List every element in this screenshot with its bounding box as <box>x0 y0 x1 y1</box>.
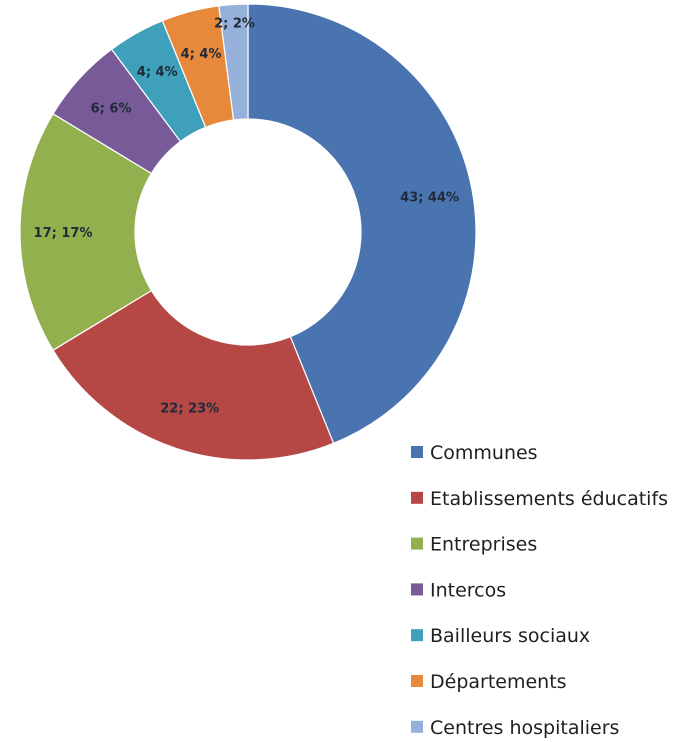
legend-item-intercos: Intercos <box>411 579 506 601</box>
legend-item-entreprises: Entreprises <box>411 534 537 556</box>
slice-centres-hospitaliers <box>218 3 249 121</box>
slices-group <box>19 3 477 461</box>
legend-label-centres-hospitaliers: Centres hospitaliers <box>430 717 619 739</box>
legend-swatch-entreprises <box>411 537 423 550</box>
legend-label-entreprises: Entreprises <box>430 534 537 556</box>
legend-swatch-centres-hospitaliers <box>411 720 423 733</box>
legend: Communes Etablissements éducatifs Entrepri… <box>411 442 668 739</box>
legend-item-departements: Départements <box>411 671 567 693</box>
data-label-intercos: 6; 6% <box>91 102 132 117</box>
legend-label-etablissements-educatifs: Etablissements éducatifs <box>430 488 668 510</box>
data-label-entreprises: 17; 17% <box>34 226 93 241</box>
legend-label-intercos: Intercos <box>430 579 506 601</box>
legend-swatch-intercos <box>411 583 423 596</box>
data-labels-group: 43; 44% 22; 23% 17; 17% 6; 6% 4; 4%4; 4% 2; 2… <box>34 16 460 416</box>
legend-label-departements: Départements <box>430 671 567 693</box>
legend-item-bailleurs-sociaux: Bailleurs sociaux <box>411 625 590 647</box>
slice-entreprises <box>19 112 153 352</box>
legend-label-bailleurs-sociaux: Bailleurs sociaux <box>430 625 590 647</box>
slice-communes <box>247 3 477 445</box>
data-label-centres-hospitaliers: 2; 2% <box>214 16 255 31</box>
legend-item-centres-hospitaliers: Centres hospitaliers <box>411 717 619 739</box>
legend-item-communes: Communes <box>411 442 538 464</box>
legend-swatch-departements <box>411 675 423 687</box>
data-label-departements: 4; 4% <box>181 47 222 62</box>
slice-etablissements-educatifs <box>52 289 335 461</box>
legend-swatch-bailleurs-sociaux <box>411 629 423 642</box>
data-label-bailleurs-sociaux: 4; 4% <box>137 65 178 80</box>
legend-swatch-communes <box>411 446 423 458</box>
legend-label-communes: Communes <box>430 442 538 464</box>
legend-swatch-etablissements-educatifs <box>411 491 423 504</box>
data-label-communes: 43; 44% <box>400 191 459 206</box>
legend-item-etablissements-educatifs: Etablissements éducatifs <box>411 488 668 510</box>
data-label-etablissements-educatifs: 22; 23% <box>160 402 219 417</box>
